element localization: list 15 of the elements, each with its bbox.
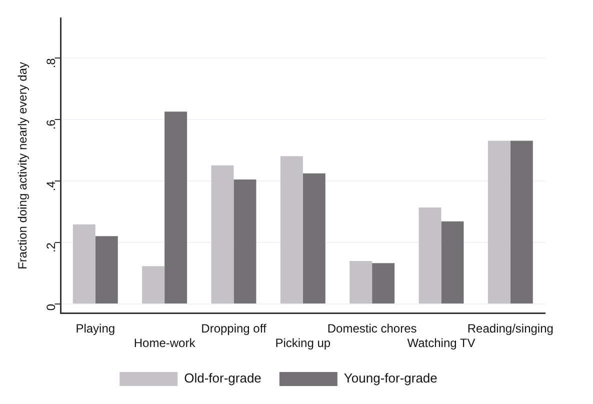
x-tick-label: Dropping off: [201, 322, 267, 336]
x-tick-label: Reading/singing: [467, 322, 554, 336]
y-tick-label: .8: [44, 58, 58, 68]
x-tick-label: Picking up: [275, 336, 331, 350]
y-tick-label: .4: [44, 180, 58, 192]
x-tick-label: Domestic chores: [327, 322, 417, 336]
x-tick-label: Watching TV: [407, 336, 476, 350]
x-tick-label: Home-work: [134, 336, 196, 350]
x-tick-label: Playing: [76, 322, 116, 336]
y-tick-label: .2: [44, 242, 58, 253]
y-tick-label: .6: [44, 119, 58, 130]
y-axis-title: Fraction doing activity nearly every day: [16, 62, 30, 270]
legend-label: Young-for-grade: [344, 370, 438, 386]
legend-label: Old-for-grade: [184, 370, 262, 386]
y-tick-label: 0: [44, 304, 58, 311]
